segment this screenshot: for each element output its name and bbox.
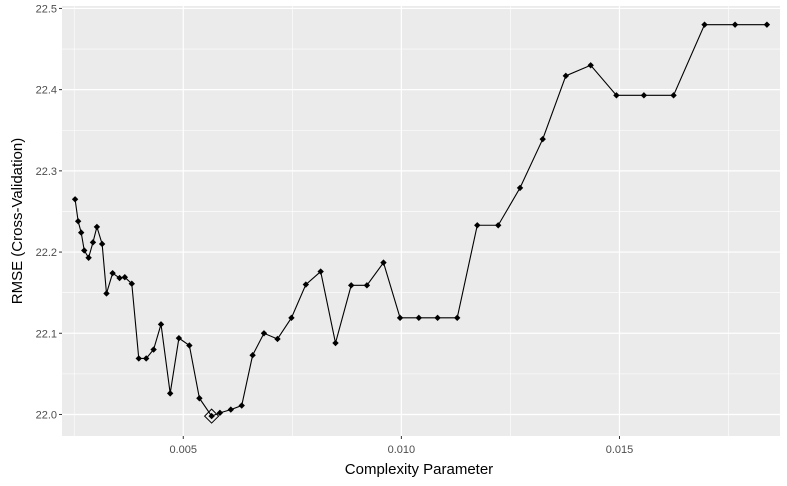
x-axis-title: Complexity Parameter <box>345 461 493 478</box>
data-point <box>208 412 215 420</box>
data-point <box>363 282 371 289</box>
data-point <box>103 290 110 297</box>
y-axis: 22.0 22.1 22.2 22.3 22.4 22.5 <box>36 3 62 421</box>
y-tick-label: 22.1 <box>36 328 57 340</box>
data-point <box>85 254 92 261</box>
data-point <box>348 282 355 289</box>
data-point <box>731 21 739 28</box>
data-point <box>396 314 404 322</box>
data-point <box>332 339 339 347</box>
data-point <box>216 409 224 417</box>
x-tick-label: 0.015 <box>606 444 634 456</box>
data-point <box>81 247 88 254</box>
data-point <box>640 92 648 99</box>
data-point <box>587 62 594 69</box>
data-point <box>175 334 183 342</box>
data-point <box>227 406 235 413</box>
data-point <box>434 314 441 322</box>
y-tick-label: 22.4 <box>36 85 57 97</box>
data-point <box>74 218 82 225</box>
y-tick-label: 22.2 <box>36 247 57 259</box>
data-point <box>516 184 524 192</box>
data-point <box>93 223 101 231</box>
data-point <box>415 314 423 322</box>
data-point <box>142 355 150 362</box>
data-point <box>150 346 157 353</box>
y-axis-title: RMSE (Cross-Validation) <box>9 138 26 304</box>
data-point <box>116 274 123 282</box>
data-point <box>670 92 677 99</box>
y-tick-label: 22.3 <box>36 166 57 178</box>
data-point <box>454 314 461 322</box>
data-point <box>157 321 165 328</box>
data-point <box>562 72 570 80</box>
plot-panel <box>62 6 780 436</box>
data-point <box>128 280 135 287</box>
data-point <box>474 222 481 229</box>
data-point <box>539 135 546 143</box>
y-tick-label: 22.0 <box>36 409 57 421</box>
data-point <box>166 390 174 397</box>
data-point <box>274 335 281 343</box>
data-points <box>71 21 771 420</box>
data-point <box>186 342 193 349</box>
data-point <box>77 229 85 236</box>
grid-major <box>62 6 780 436</box>
x-tick-label: 0.010 <box>388 444 416 456</box>
y-tick-label: 22.5 <box>36 3 57 15</box>
data-point <box>98 240 106 248</box>
data-point <box>380 259 387 266</box>
data-point <box>109 269 116 277</box>
data-point <box>260 330 268 337</box>
data-point <box>121 274 129 281</box>
data-point <box>89 239 97 246</box>
x-tick-label: 0.005 <box>170 444 198 456</box>
grid-minor <box>62 6 780 436</box>
data-point <box>71 196 79 203</box>
x-axis: 0.005 0.010 0.015 <box>170 436 634 456</box>
data-point <box>238 402 245 409</box>
data-point <box>495 222 502 229</box>
data-point <box>613 92 620 99</box>
data-point <box>302 281 310 288</box>
best-point-marker <box>203 408 220 424</box>
data-point <box>763 21 771 28</box>
data-point <box>196 395 203 402</box>
data-point <box>249 351 256 359</box>
data-point <box>317 268 324 275</box>
data-point <box>135 355 142 362</box>
data-point <box>701 21 708 28</box>
data-point <box>288 314 295 322</box>
